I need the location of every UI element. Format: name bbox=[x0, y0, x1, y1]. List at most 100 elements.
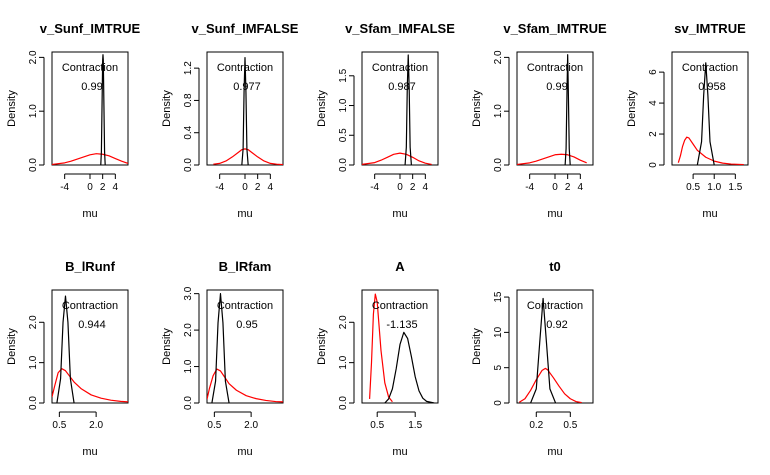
y-axis-label: Density bbox=[6, 90, 18, 127]
contraction-value: 0.944 bbox=[78, 319, 106, 331]
x-axis-label: mu bbox=[237, 208, 252, 220]
contraction-label: Contraction bbox=[527, 300, 583, 312]
series-line-1 bbox=[530, 297, 557, 403]
series-line-0 bbox=[52, 153, 128, 165]
x-tick-label: 4 bbox=[423, 182, 429, 193]
y-tick-label: 0.5 bbox=[338, 128, 349, 142]
x-tick-label: 0.2 bbox=[529, 420, 543, 431]
y-tick-label: 0.0 bbox=[183, 158, 194, 172]
chart-title: v_Sunf_IMFALSE bbox=[192, 21, 299, 36]
y-axis-label: Density bbox=[316, 328, 328, 365]
plot-box bbox=[206, 289, 284, 404]
plot-box bbox=[206, 51, 284, 166]
panel-4: sv_IMTRUE 0.5 1.0 1.5 mu 0 2 4 6 Density Contracti… bbox=[626, 21, 749, 220]
plot-box bbox=[51, 289, 129, 404]
panel-2: v_Sfam_IMFALSE -4 0 2 4 mu 0.0 0.5 1.0 1.5 Density… bbox=[316, 21, 455, 220]
contraction-value: 0.987 bbox=[388, 81, 416, 93]
x-tick-label: 2.0 bbox=[89, 420, 103, 431]
y-tick-label: 1.0 bbox=[493, 104, 504, 118]
y-tick-label: 0.0 bbox=[338, 396, 349, 410]
series-line-1 bbox=[404, 54, 412, 165]
contraction-value: 0.92 bbox=[546, 319, 567, 331]
chart-title: v_Sfam_IMFALSE bbox=[345, 21, 455, 36]
x-axis-label: mu bbox=[547, 208, 562, 220]
y-tick-label: 1.0 bbox=[338, 355, 349, 369]
contraction-label: Contraction bbox=[62, 300, 118, 312]
series-line-1 bbox=[56, 295, 75, 403]
y-axis-label: Density bbox=[316, 90, 328, 127]
y-tick-label: 0.0 bbox=[183, 396, 194, 410]
series-line-0 bbox=[517, 153, 587, 165]
panel-3: v_Sfam_IMTRUE -4 0 2 4 mu 0.0 1.0 2.0 Density Cont… bbox=[471, 21, 607, 220]
contraction-label: Contraction bbox=[527, 62, 583, 74]
x-tick-label: -4 bbox=[215, 182, 224, 193]
y-axis-label: Density bbox=[471, 90, 483, 127]
x-tick-label: 1.5 bbox=[408, 420, 422, 431]
y-tick-label: 0 bbox=[648, 162, 659, 168]
y-axis-label: Density bbox=[6, 328, 18, 365]
series-line-0 bbox=[518, 367, 582, 403]
x-axis-label: mu bbox=[237, 446, 252, 458]
contraction-label: Contraction bbox=[62, 62, 118, 74]
contraction-value: 0.95 bbox=[236, 319, 257, 331]
y-tick-label: 2 bbox=[648, 131, 659, 137]
y-axis-label: Density bbox=[161, 90, 173, 127]
x-tick-label: 0.5 bbox=[563, 420, 577, 431]
x-tick-label: -4 bbox=[525, 182, 534, 193]
x-tick-label: 0 bbox=[87, 182, 93, 193]
contraction-label: Contraction bbox=[217, 62, 273, 74]
plot-box bbox=[516, 51, 594, 166]
plot-box bbox=[51, 51, 129, 166]
series-line-1 bbox=[211, 293, 230, 403]
y-tick-label: 4 bbox=[648, 100, 659, 106]
x-axis-label: mu bbox=[82, 208, 97, 220]
y-axis-label: Density bbox=[626, 90, 638, 127]
y-axis-label: Density bbox=[471, 328, 483, 365]
chart-title: t0 bbox=[549, 259, 561, 274]
y-tick-label: 5 bbox=[493, 364, 504, 370]
x-tick-label: 0.5 bbox=[686, 182, 700, 193]
x-tick-label: 2 bbox=[255, 182, 261, 193]
contraction-value: -1.135 bbox=[386, 319, 417, 331]
y-tick-label: 0.4 bbox=[183, 125, 194, 139]
panel-6: B_lRfam 0.5 2.0 mu 0.0 1.0 2.0 3.0 Density Contra… bbox=[161, 259, 284, 458]
x-tick-label: 0 bbox=[242, 182, 248, 193]
x-tick-label: 4 bbox=[578, 182, 584, 193]
x-tick-label: 0.5 bbox=[207, 420, 221, 431]
plot-box bbox=[671, 51, 749, 166]
contraction-value: 0.958 bbox=[698, 81, 726, 93]
series-line-1 bbox=[696, 62, 715, 165]
series-line-0 bbox=[369, 293, 393, 403]
x-axis-label: mu bbox=[392, 208, 407, 220]
y-tick-label: 2.0 bbox=[338, 315, 349, 329]
plot-box bbox=[361, 51, 439, 166]
y-tick-label: 2.0 bbox=[28, 50, 39, 64]
x-tick-label: 0 bbox=[552, 182, 558, 193]
y-tick-label: 15 bbox=[493, 291, 504, 303]
series-line-0 bbox=[52, 368, 128, 403]
x-tick-label: -4 bbox=[370, 182, 379, 193]
contraction-value: 0.977 bbox=[233, 81, 261, 93]
contraction-value: 0.99 bbox=[81, 81, 102, 93]
contraction-label: Contraction bbox=[682, 62, 738, 74]
series-line-0 bbox=[362, 152, 432, 165]
y-axis-label: Density bbox=[161, 328, 173, 365]
panel-5: B_lRunf 0.5 2.0 mu 0.0 1.0 2.0 Density Contracti… bbox=[6, 259, 129, 458]
chart-title: sv_IMTRUE bbox=[674, 21, 746, 36]
series-line-1 bbox=[384, 331, 435, 403]
y-tick-label: 0.0 bbox=[493, 158, 504, 172]
y-tick-label: 2.0 bbox=[493, 50, 504, 64]
x-tick-label: 2 bbox=[410, 182, 416, 193]
x-tick-label: 2 bbox=[565, 182, 571, 193]
y-tick-label: 10 bbox=[493, 326, 504, 338]
x-axis-label: mu bbox=[547, 446, 562, 458]
series-line-0 bbox=[207, 368, 283, 403]
plot-box bbox=[361, 289, 439, 404]
x-tick-label: 0 bbox=[397, 182, 403, 193]
panel-0: v_Sunf_IMTRUE -4 0 2 4 mu 0.0 1.0 2.0 Density Cont… bbox=[6, 21, 141, 220]
y-tick-label: 1.5 bbox=[338, 68, 349, 82]
y-tick-label: 2.0 bbox=[183, 323, 194, 337]
x-tick-label: 0.5 bbox=[52, 420, 66, 431]
y-tick-label: 1.0 bbox=[183, 359, 194, 373]
